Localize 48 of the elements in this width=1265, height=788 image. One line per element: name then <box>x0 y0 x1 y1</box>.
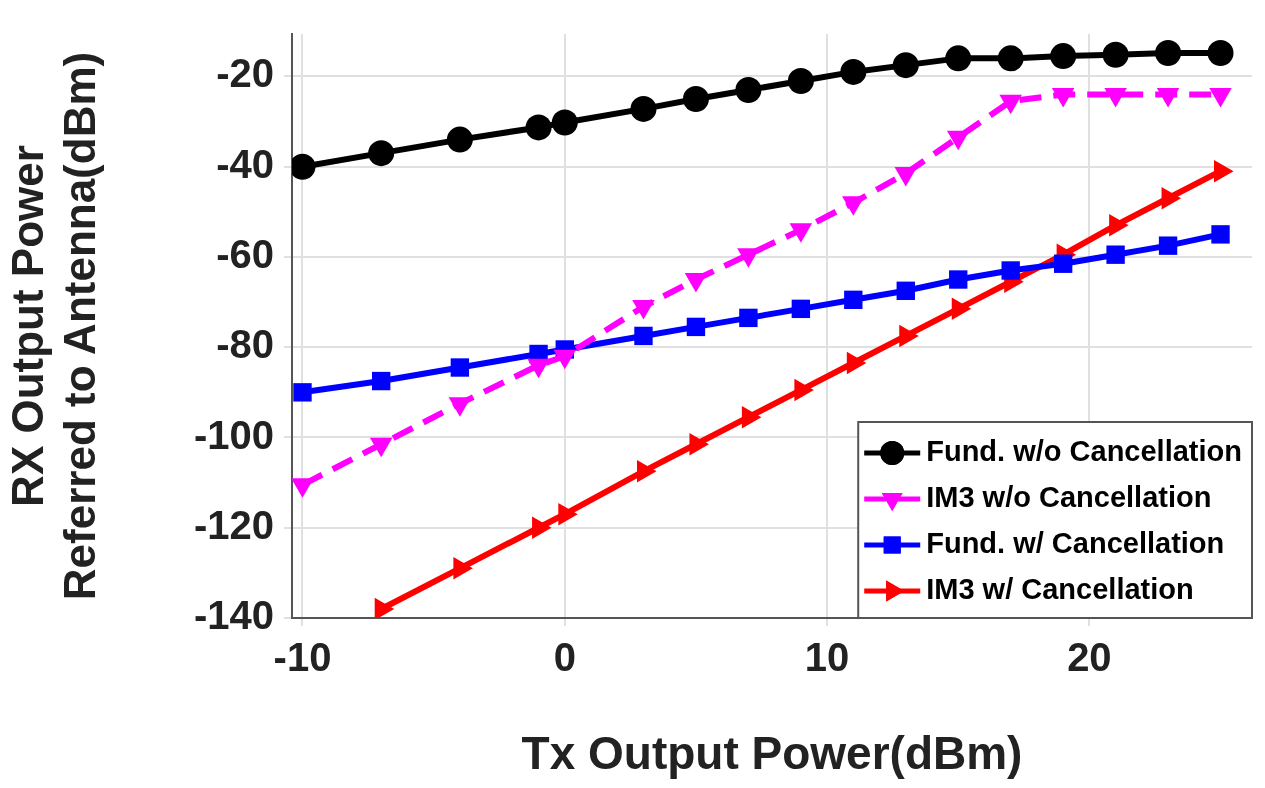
y-tick-label: -80 <box>216 322 274 367</box>
point <box>1001 261 1020 280</box>
point <box>1158 236 1178 255</box>
point <box>1053 254 1073 273</box>
x-tick-label: -10 <box>273 635 332 680</box>
y-tick-label: -120 <box>193 502 274 547</box>
point <box>896 281 915 300</box>
point <box>446 126 473 153</box>
point <box>634 326 653 346</box>
point <box>368 140 395 167</box>
y-tick-label: -100 <box>193 412 274 457</box>
y-tick-label: -60 <box>216 231 274 276</box>
point <box>997 45 1024 72</box>
point <box>682 85 709 112</box>
legend-label: Fund. w/o Cancellation <box>926 435 1243 467</box>
point <box>1207 39 1234 66</box>
point <box>371 371 391 391</box>
x-tick-label: 0 <box>553 635 576 680</box>
point <box>949 270 968 289</box>
point <box>686 317 706 337</box>
point <box>844 290 863 310</box>
y-tick-label: -40 <box>216 141 274 186</box>
y-tick-label: -140 <box>193 593 274 638</box>
point <box>1050 43 1077 70</box>
legend-label: IM3 w/o Cancellation <box>926 481 1212 513</box>
point <box>739 308 758 328</box>
point <box>735 76 762 103</box>
point <box>293 383 312 402</box>
point <box>1211 225 1230 244</box>
point <box>551 109 578 136</box>
y-tick-label: -20 <box>216 51 274 96</box>
point <box>450 358 470 377</box>
legend-label: IM3 w/ Cancellation <box>926 573 1194 605</box>
legend-label: Fund. w/ Cancellation <box>926 527 1225 559</box>
x-axis-title: Tx Output Power(dBm) <box>521 727 1023 780</box>
point <box>892 52 919 79</box>
y-axis-title: RX Output Power Referred to Antenna(dBm) <box>2 51 105 601</box>
point <box>525 114 552 141</box>
x-tick-label: 20 <box>1067 635 1112 680</box>
x-tick-label: 10 <box>804 635 850 680</box>
point <box>945 45 972 72</box>
point <box>787 67 814 94</box>
point <box>1102 41 1129 68</box>
point <box>630 95 657 122</box>
point <box>1155 39 1182 66</box>
point <box>1106 245 1125 264</box>
point <box>840 58 867 85</box>
point <box>791 299 811 319</box>
